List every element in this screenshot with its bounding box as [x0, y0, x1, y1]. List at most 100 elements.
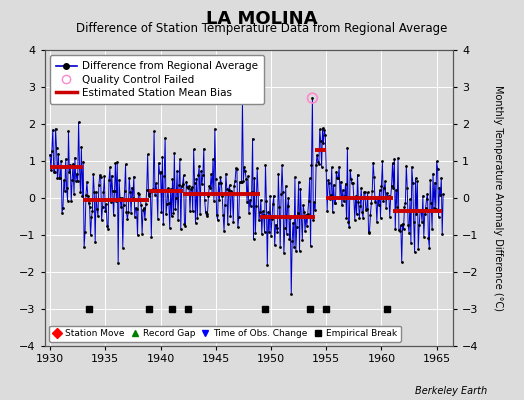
- Point: [69, 161, 77, 167]
- Point: [156, 168, 165, 175]
- Point: [307, 243, 315, 250]
- Point: [276, 244, 285, 250]
- Point: [371, 199, 379, 205]
- Point: [255, 217, 263, 224]
- Point: [240, 164, 248, 170]
- Point: [152, 188, 161, 195]
- Text: Berkeley Earth: Berkeley Earth: [415, 386, 487, 396]
- Point: [101, 208, 110, 214]
- Point: [122, 209, 130, 216]
- Point: [314, 158, 322, 165]
- Point: [61, 188, 69, 194]
- Point: [398, 220, 407, 227]
- Point: [409, 219, 418, 226]
- Text: Difference of Station Temperature Data from Regional Average: Difference of Station Temperature Data f…: [77, 22, 447, 35]
- Point: [241, 168, 249, 174]
- Point: [95, 182, 103, 188]
- Point: [215, 196, 224, 203]
- Point: [311, 206, 319, 213]
- Point: [262, 198, 270, 204]
- Point: [180, 221, 189, 227]
- Point: [363, 206, 371, 212]
- Point: [377, 182, 386, 189]
- Point: [209, 156, 217, 162]
- Point: [176, 156, 184, 162]
- Point: [106, 164, 114, 170]
- Point: [431, 179, 439, 186]
- Point: [239, 177, 247, 184]
- Point: [157, 209, 166, 216]
- Point: [193, 214, 202, 221]
- Y-axis label: Monthly Temperature Anomaly Difference (°C): Monthly Temperature Anomaly Difference (…: [493, 85, 503, 311]
- Point: [145, 192, 153, 199]
- Point: [200, 146, 208, 152]
- Point: [146, 189, 155, 196]
- Point: [115, 177, 123, 183]
- Point: [133, 206, 141, 212]
- Point: [72, 178, 80, 184]
- Point: [65, 169, 73, 175]
- Point: [351, 216, 359, 223]
- Point: [179, 181, 187, 188]
- Point: [63, 197, 72, 204]
- Point: [185, 183, 193, 189]
- Point: [243, 199, 251, 205]
- Point: [258, 231, 266, 237]
- Point: [140, 216, 149, 222]
- Point: [424, 235, 433, 241]
- Point: [165, 200, 173, 206]
- Point: [357, 185, 365, 191]
- Point: [316, 138, 325, 144]
- Point: [258, 208, 267, 214]
- Point: [387, 194, 395, 201]
- Point: [386, 213, 394, 220]
- Point: [85, 204, 94, 210]
- Point: [354, 198, 363, 205]
- Point: [173, 168, 181, 174]
- Point: [58, 209, 66, 216]
- Point: [421, 205, 430, 211]
- Text: LA MOLINA: LA MOLINA: [206, 10, 318, 28]
- Point: [364, 230, 373, 236]
- Point: [204, 193, 213, 199]
- Point: [168, 176, 177, 182]
- Point: [428, 226, 436, 232]
- Point: [71, 154, 79, 161]
- Point: [308, 95, 316, 101]
- Point: [400, 204, 409, 210]
- Point: [116, 194, 124, 201]
- Point: [326, 195, 334, 202]
- Point: [73, 178, 82, 184]
- Point: [132, 204, 140, 211]
- Point: [435, 184, 444, 191]
- Point: [356, 202, 365, 209]
- Point: [67, 198, 75, 204]
- Point: [299, 202, 308, 208]
- Point: [434, 214, 443, 220]
- Point: [48, 148, 56, 154]
- Point: [88, 214, 96, 220]
- Point: [407, 240, 415, 246]
- Point: [406, 196, 414, 202]
- Point: [364, 189, 372, 196]
- Point: [198, 181, 206, 188]
- Point: [408, 164, 416, 170]
- Point: [201, 197, 209, 204]
- Point: [271, 221, 280, 228]
- Point: [249, 236, 258, 242]
- Point: [138, 231, 146, 237]
- Point: [383, 190, 391, 196]
- Point: [244, 173, 252, 179]
- Point: [143, 187, 151, 193]
- Point: [426, 177, 434, 184]
- Point: [148, 188, 157, 194]
- Point: [208, 191, 216, 197]
- Point: [56, 174, 64, 181]
- Point: [288, 238, 297, 244]
- Point: [251, 230, 259, 236]
- Point: [129, 173, 138, 180]
- Point: [279, 188, 287, 195]
- Point: [135, 190, 144, 197]
- Point: [166, 225, 174, 231]
- Point: [413, 178, 421, 184]
